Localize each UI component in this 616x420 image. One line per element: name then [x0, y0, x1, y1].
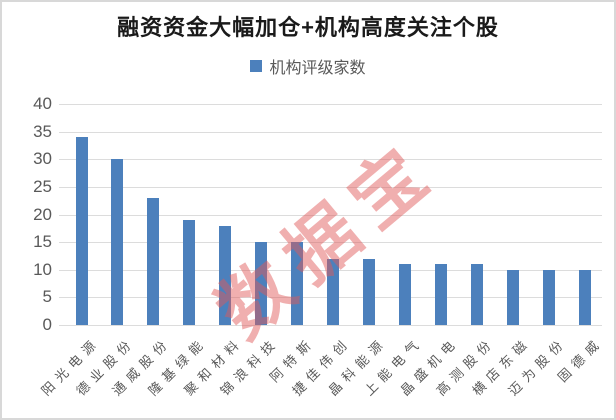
gridline: [59, 159, 602, 161]
bar: [111, 159, 124, 325]
y-axis-tick-label: 5: [42, 287, 52, 307]
bar: [183, 220, 196, 325]
gridline: [59, 325, 602, 326]
bar: [327, 258, 340, 325]
legend-swatch-icon: [250, 60, 263, 72]
bar: [471, 264, 484, 325]
gridline: [59, 186, 602, 188]
gridline: [59, 131, 602, 133]
y-axis-tick-label: 30: [33, 149, 52, 169]
y-axis-tick-label: 0: [42, 315, 52, 334]
bar: [507, 269, 520, 325]
legend: 机构评级家数: [2, 54, 614, 78]
y-axis-tick-label: 15: [33, 232, 52, 252]
bar: [542, 269, 555, 325]
bar: [578, 269, 591, 325]
bar: [435, 264, 448, 325]
y-axis-tick-label: 10: [33, 259, 52, 279]
gridline: [59, 242, 602, 244]
bar: [363, 258, 376, 325]
y-axis-tick-label: 40: [33, 94, 52, 113]
gridline: [59, 214, 602, 216]
bar: [219, 225, 232, 325]
bar: [399, 264, 412, 325]
gridline: [59, 104, 602, 105]
chart-title: 融资资金大幅加仓+机构高度关注个股: [117, 15, 499, 40]
bar: [291, 242, 304, 325]
y-axis-tick-label: 20: [33, 204, 52, 224]
bar: [255, 242, 268, 325]
bar: [147, 197, 160, 325]
y-axis-tick-label: 25: [33, 176, 52, 196]
y-axis-tick-label: 35: [33, 121, 52, 141]
bar: [75, 137, 88, 325]
legend-label: 机构评级家数: [269, 60, 366, 77]
